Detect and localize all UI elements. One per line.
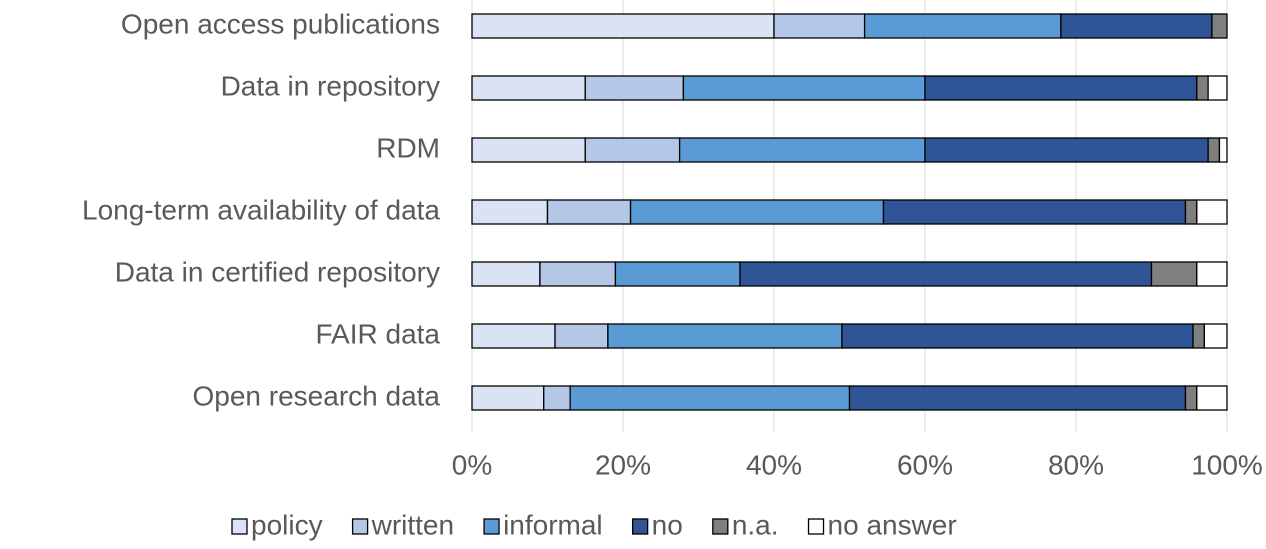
bar-segment	[554, 323, 609, 349]
bar-segment	[471, 261, 541, 287]
legend-swatch	[231, 518, 248, 535]
bar-segment	[1184, 385, 1198, 411]
legend-swatch	[712, 518, 729, 535]
category-label: Long-term availability of data	[82, 194, 440, 225]
bar-segment	[584, 75, 685, 101]
bar-segment	[848, 385, 1187, 411]
bar-segment	[773, 13, 866, 39]
bar-segment	[471, 75, 586, 101]
bar-segment	[546, 199, 632, 225]
legend-swatch	[632, 518, 649, 535]
bar-segment	[1196, 261, 1228, 287]
bar-segment	[739, 261, 1153, 287]
legend-label: written	[371, 509, 454, 540]
legend-swatch	[807, 518, 825, 535]
legend-swatch	[483, 518, 500, 535]
bar-segment	[863, 13, 1062, 39]
bar-segment	[1218, 137, 1228, 163]
bar-segment	[1184, 199, 1198, 225]
bar-segment	[882, 199, 1187, 225]
category-label: Open access publications	[121, 8, 440, 39]
bar-segment	[471, 385, 545, 411]
legend-label: no	[652, 509, 683, 540]
bar-segment	[614, 261, 741, 287]
legend-swatch	[351, 518, 369, 535]
bar-segment	[1207, 137, 1221, 163]
bar-segment	[1192, 323, 1206, 349]
legend-label: policy	[251, 509, 323, 540]
bar-segment	[471, 199, 549, 225]
bar-segment	[584, 137, 681, 163]
x-tick-label: 40%	[746, 449, 802, 480]
x-tick-label: 0%	[452, 449, 492, 480]
category-label: Data in certified repository	[115, 256, 440, 287]
x-tick-label: 80%	[1048, 449, 1104, 480]
bar-segment	[569, 385, 851, 411]
category-label: FAIR data	[315, 318, 440, 349]
bar-segment	[543, 385, 571, 411]
category-label: Open research data	[193, 380, 441, 411]
legend-label: informal	[503, 509, 603, 540]
legend-label: n.a.	[732, 509, 779, 540]
bar-segment	[841, 323, 1194, 349]
legend-label: no answer	[828, 509, 957, 540]
category-label: RDM	[376, 132, 440, 163]
bar-segment	[1196, 199, 1228, 225]
bar-segment	[1211, 13, 1228, 39]
bar-segment	[1060, 13, 1213, 39]
category-label: Data in repository	[221, 70, 440, 101]
bar-segment	[1196, 75, 1209, 101]
x-tick-label: 60%	[897, 449, 953, 480]
bar-segment	[607, 323, 843, 349]
bar-segment	[539, 261, 617, 287]
bar-segment	[471, 13, 775, 39]
x-tick-label: 20%	[595, 449, 651, 480]
bar-segment	[471, 323, 556, 349]
bar-segment	[678, 137, 926, 163]
bar-segment	[471, 137, 586, 163]
bar-segment	[924, 75, 1198, 101]
x-tick-label: 100%	[1191, 449, 1263, 480]
bar-segment	[924, 137, 1209, 163]
bar-segment	[1196, 385, 1228, 411]
bar-segment	[682, 75, 926, 101]
bar-segment	[629, 199, 885, 225]
bar-segment	[1203, 323, 1228, 349]
bar-segment	[1207, 75, 1228, 101]
bar-segment	[1150, 261, 1198, 287]
